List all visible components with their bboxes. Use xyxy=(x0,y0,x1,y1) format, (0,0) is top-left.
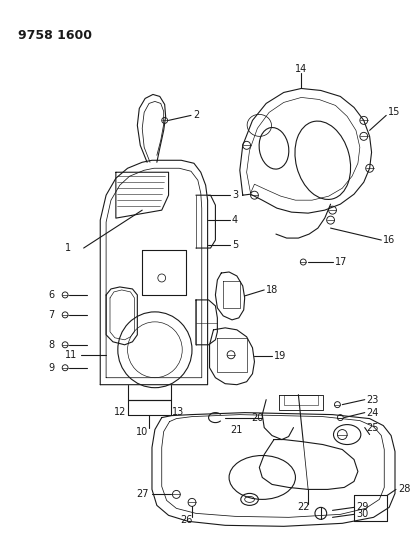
Text: 12: 12 xyxy=(114,407,126,417)
Text: 29: 29 xyxy=(356,503,368,512)
Text: 15: 15 xyxy=(388,108,400,117)
Text: 5: 5 xyxy=(232,240,238,250)
Text: 1: 1 xyxy=(65,243,71,253)
Text: 10: 10 xyxy=(136,426,148,437)
Text: 9: 9 xyxy=(48,363,54,373)
Text: 3: 3 xyxy=(232,190,238,200)
Text: 14: 14 xyxy=(295,63,307,74)
Text: 26: 26 xyxy=(180,515,192,526)
Text: 4: 4 xyxy=(232,215,238,225)
Text: 24: 24 xyxy=(367,408,379,418)
Text: 18: 18 xyxy=(266,285,279,295)
Text: 11: 11 xyxy=(65,350,77,360)
Text: 20: 20 xyxy=(251,413,264,423)
Text: 27: 27 xyxy=(136,489,149,499)
Text: 30: 30 xyxy=(356,510,368,519)
Text: 21: 21 xyxy=(230,425,243,434)
Text: 7: 7 xyxy=(48,310,54,320)
Text: 8: 8 xyxy=(48,340,54,350)
Text: 16: 16 xyxy=(383,235,396,245)
Text: 23: 23 xyxy=(367,394,379,405)
Text: 6: 6 xyxy=(48,290,54,300)
Text: 19: 19 xyxy=(274,351,286,361)
Text: 28: 28 xyxy=(398,484,410,495)
Text: 25: 25 xyxy=(367,423,379,433)
Text: 13: 13 xyxy=(172,407,185,417)
Text: 2: 2 xyxy=(193,110,199,120)
Text: 22: 22 xyxy=(297,503,309,512)
Text: 17: 17 xyxy=(335,257,347,267)
Text: 9758 1600: 9758 1600 xyxy=(18,29,92,42)
